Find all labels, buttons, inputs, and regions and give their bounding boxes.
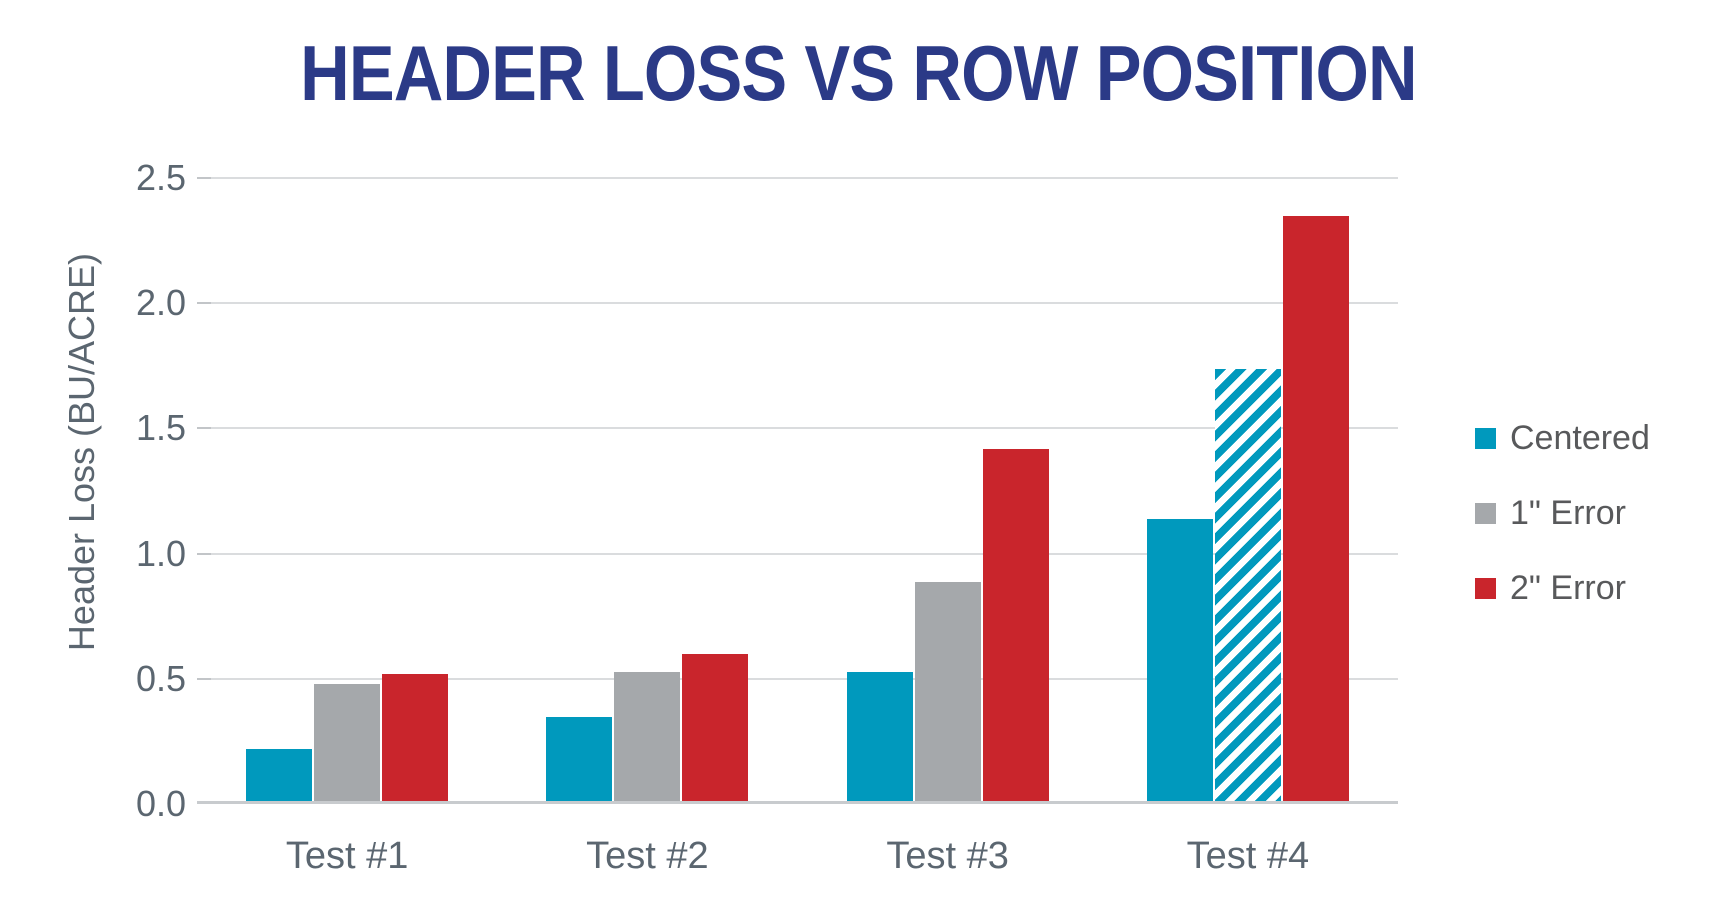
x-axis-label-test-2: Test #2 xyxy=(586,835,709,877)
y-tick-mark xyxy=(197,552,211,555)
legend: Centered 1" Error 2" Error xyxy=(1475,418,1650,643)
x-axis-label-test-1: Test #1 xyxy=(285,835,409,877)
bar-1-error-test-3 xyxy=(914,581,981,802)
bar-centered-test-4 xyxy=(1146,519,1213,802)
legend-swatch-2in-error-icon xyxy=(1475,577,1496,599)
x-axis-line xyxy=(197,801,1398,804)
bar-2-error-test-4 xyxy=(1282,216,1349,802)
legend-swatch-1in-error-icon xyxy=(1475,502,1496,524)
y-tick-mark xyxy=(197,677,211,680)
bar-2-error-test-1 xyxy=(382,674,449,802)
plot-area xyxy=(197,177,1398,804)
gridline xyxy=(197,177,1398,179)
y-tick-mark xyxy=(197,302,211,305)
bar-2-error-test-3 xyxy=(982,448,1049,802)
gridline xyxy=(197,677,1398,680)
y-tick-mark xyxy=(197,427,211,430)
legend-label-centered: Centered xyxy=(1510,418,1650,457)
y-tick-label: 1.5 xyxy=(135,407,186,449)
bar-1-error-test-2 xyxy=(614,671,681,802)
legend-label-1in-error: 1" Error xyxy=(1510,493,1626,532)
legend-swatch-centered-icon xyxy=(1475,427,1496,449)
gridline xyxy=(197,302,1398,305)
bar-1-error-test-4-hatched xyxy=(1214,368,1281,802)
y-tick-label: 2.0 xyxy=(135,282,186,324)
bar-centered-test-1 xyxy=(246,749,313,802)
bar-1-error-test-1 xyxy=(314,684,381,802)
legend-item-1in-error: 1" Error xyxy=(1475,493,1650,533)
chart-title: HEADER LOSS VS ROW POSITION xyxy=(0,28,1717,119)
y-tick-label: 0.0 xyxy=(135,783,186,824)
legend-label-2in-error: 2" Error xyxy=(1510,568,1626,607)
chart-title-text: HEADER LOSS VS ROW POSITION xyxy=(300,29,1417,117)
y-tick-label: 0.5 xyxy=(135,657,186,699)
bar-centered-test-2 xyxy=(546,716,613,802)
legend-item-centered: Centered xyxy=(1475,418,1650,458)
bar-2-error-test-2 xyxy=(682,654,749,802)
y-tick-label: 1.0 xyxy=(135,532,186,574)
bar-centered-test-3 xyxy=(846,671,913,802)
y-tick-mark xyxy=(197,177,211,179)
x-axis-label-test-3: Test #3 xyxy=(886,835,1009,877)
y-tick-label: 2.5 xyxy=(135,157,186,198)
gridline xyxy=(197,552,1398,555)
x-axis-label-test-4: Test #4 xyxy=(1186,835,1310,877)
gridline xyxy=(197,427,1398,430)
legend-item-2in-error: 2" Error xyxy=(1475,568,1650,608)
